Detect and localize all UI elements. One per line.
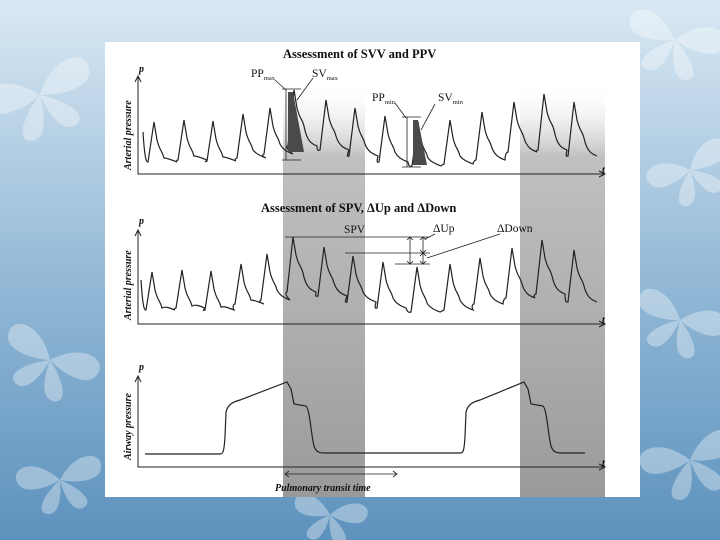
top-panel-title: Assessment of SVV and PPV [283, 47, 436, 61]
transit-time-arrow [284, 470, 398, 478]
middle-x-variable: t [602, 315, 606, 326]
sv-min-label: SVmin [438, 92, 464, 106]
middle-axes [137, 230, 605, 325]
top-y-variable: p [138, 64, 144, 75]
bottom-y-arrow [134, 374, 142, 383]
top-x-variable: t [602, 165, 606, 176]
bottom-x-arrow [598, 463, 607, 471]
sv-max-label: SVmax [312, 68, 339, 82]
middle-x-arrow [598, 320, 607, 328]
middle-arterial-waveform [140, 236, 598, 313]
figure-panel: Assessment of SVV and PPV p Arterial pre… [105, 42, 640, 497]
delta-down-label: ΔDown [497, 223, 533, 235]
transit-time-label: Pulmonary transit time [275, 483, 371, 494]
svv-ppv-diagram: Assessment of SVV and PPV p Arterial pre… [123, 47, 607, 497]
delta-brackets [419, 236, 427, 265]
sv-max-area [288, 92, 304, 152]
top-y-axis-label: Arterial pressure [123, 100, 134, 171]
top-y-arrow [134, 74, 142, 83]
pp-min-label: PPmin [372, 92, 396, 106]
middle-y-arrow [134, 228, 142, 237]
middle-y-axis-label: Arterial pressure [123, 250, 134, 321]
spv-bracket [406, 236, 414, 265]
middle-panel-title: Assessment of SPV, ΔUp and ΔDown [261, 201, 456, 215]
annotation-leaders [274, 77, 436, 131]
bottom-x-variable: t [602, 458, 606, 469]
bottom-y-axis-label: Airway pressure [123, 392, 134, 461]
top-x-arrow [598, 170, 607, 178]
sv-min-area [413, 120, 427, 165]
delta-up-label: ΔUp [433, 223, 455, 235]
delta-leaders [424, 233, 501, 259]
transit-band [520, 82, 605, 497]
pp-max-label: PPmax [251, 68, 276, 82]
airway-pressure-waveform [145, 381, 585, 455]
bottom-axes [137, 376, 605, 468]
middle-y-variable: p [138, 216, 144, 227]
top-axes [137, 76, 605, 175]
bottom-y-variable: p [138, 362, 144, 373]
top-arterial-waveform [142, 89, 598, 167]
spv-reference-lines [285, 236, 430, 265]
spv-label: SPV [344, 224, 366, 236]
